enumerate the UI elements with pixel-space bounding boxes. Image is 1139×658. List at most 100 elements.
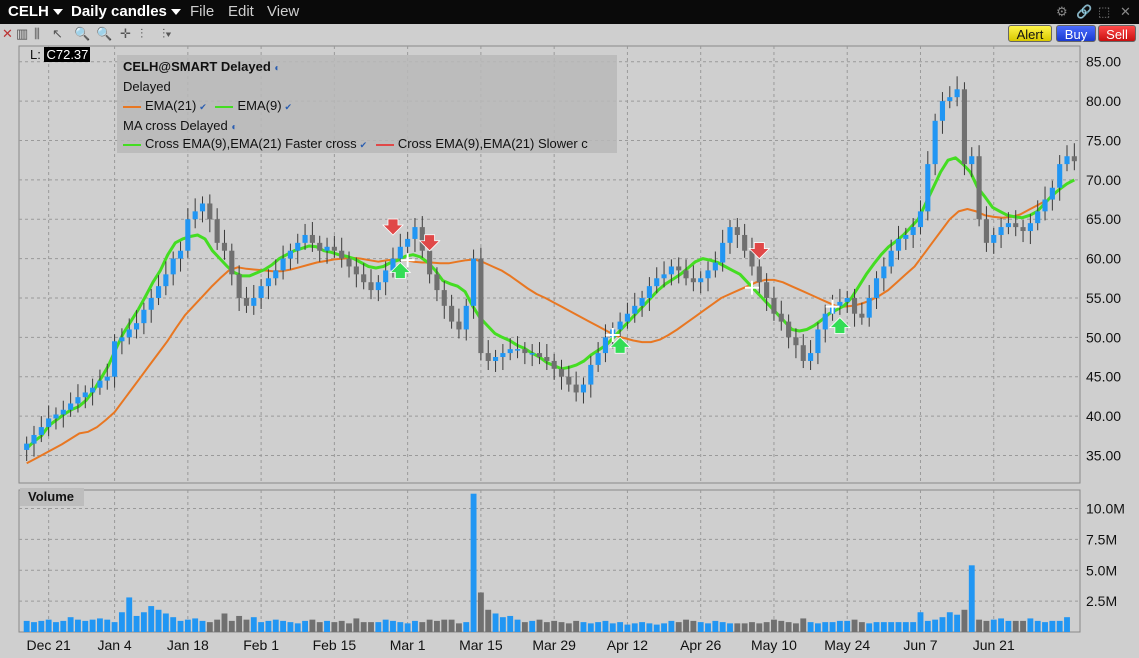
menu-edit[interactable]: Edit [228,3,254,20]
candle-body [903,234,909,239]
candle-body [97,380,103,388]
check-icon[interactable]: ✔ [359,140,368,150]
candle-body [580,384,587,393]
menu-view[interactable]: View [267,3,300,20]
candle-body [566,376,572,385]
candle-body [243,297,250,306]
link-icon[interactable]: 🔗 [1076,4,1093,19]
candle-body [295,242,301,251]
candle-body [471,258,477,306]
date-tick-label: Jan 4 [97,637,131,653]
sell-button[interactable]: Sell [1098,25,1136,42]
volume-bar [778,620,785,632]
volume-bar [111,622,118,632]
price-tick-label: 45.00 [1086,369,1121,385]
volume-bar [829,622,836,632]
volume-bar [543,622,550,632]
volume-bar [580,622,587,632]
legend-cross-title: MA cross Delayed ◐ [123,118,238,133]
price-tick-label: 40.00 [1086,408,1121,424]
volume-bar [463,622,470,632]
volume-bar [31,622,37,632]
alert-button[interactable]: Alert [1008,25,1052,42]
zoom-icon[interactable]: 🔍 [74,26,91,41]
volume-bar [822,622,829,632]
candle-body [141,309,147,324]
volume-tick-label: 2.5M [1086,593,1117,609]
legend-cross-row: Cross EMA(9),EMA(21) Faster cross ✔ Cross… [123,136,588,151]
info-icon[interactable]: ◐ [231,122,238,133]
info-icon[interactable]: ◐ [274,63,281,74]
candle-body [207,203,213,220]
candle-body [251,297,257,306]
volume-bar [514,619,521,632]
candle-body [888,250,894,267]
crosshair-icon[interactable]: ✛ [120,26,131,41]
candle-body [976,156,982,220]
candle-body [844,297,850,302]
volume-bar [917,612,924,632]
last-price-label: L: C72.37 [30,47,91,62]
volume-bar [45,619,52,632]
chart-icon[interactable]: ▥ [16,26,29,41]
candle-body [602,337,609,354]
volume-tick-label: 10.0M [1086,501,1125,517]
volume-bar [287,622,294,632]
candle-body [536,353,543,358]
drawing-icon[interactable]: ⫶ [140,26,144,41]
ema9-swatch [215,105,234,108]
volume-bar [968,565,975,632]
volume-bar [844,620,851,632]
volume-bar [148,606,155,632]
volume-bar [470,493,477,632]
volume-bar [653,624,660,632]
check-icon[interactable]: ✔ [284,102,293,112]
candle-body [654,278,660,287]
zoom-out-icon[interactable]: 🔍 [96,26,113,41]
volume-bar [690,620,697,632]
pointer-icon[interactable]: ↖ [52,26,63,41]
candle-body [339,250,345,259]
candle-body [449,305,455,322]
volume-bar [89,619,96,632]
volume-bar [280,620,287,632]
candle-body [624,313,630,322]
candle-body [698,278,704,283]
title-bar: CELH Daily candles File Edit View ⚙ 🔗 ⬚ … [0,0,1139,24]
volume-bar [75,619,81,632]
detach-icon[interactable]: ⬚ [1098,4,1111,19]
symbol-selector[interactable]: CELH [8,3,63,20]
candle-body [492,357,499,361]
candle-body [522,349,528,354]
settings-icon[interactable]: ⚙ [1056,4,1068,19]
volume-bar [646,623,653,632]
menu-file[interactable]: File [190,3,215,20]
chart-type-selector[interactable]: Daily candles [71,3,181,20]
volume-bar [448,619,455,632]
bar-icon[interactable]: ⫼ [34,26,40,41]
volume-bar [118,612,125,632]
volume-bar [719,622,726,632]
candle-body [90,387,96,393]
volume-bar [727,623,733,632]
close-icon[interactable]: ✕ [2,26,13,41]
volume-bar [1020,620,1026,632]
more-tools-icon[interactable]: ⫶▾ [162,26,172,41]
toolbar: ✕ ▥ ⫼ ↖ 🔍 🔍 ✛ ⫶ ⫶▾ Alert Buy Sell [0,24,1139,44]
candle-body [859,313,865,318]
candle-body [456,321,462,330]
candle-body [258,286,264,298]
candle-body [265,278,271,287]
cross-fast-label: Cross EMA(9),EMA(21) Faster cross [145,136,357,151]
buy-signal-arrow [609,336,632,354]
buy-button[interactable]: Buy [1056,25,1096,42]
volume-bar [184,619,191,632]
volume-bar [895,622,902,632]
volume-bar [858,622,865,632]
check-icon[interactable]: ✔ [199,102,207,112]
close-window-icon[interactable]: ✕ [1120,4,1131,19]
volume-bar [96,618,103,632]
candle-body [375,282,381,291]
cross-slow-label: Cross EMA(9),EMA(21) Slower c [397,136,588,151]
volume-bar [617,622,624,632]
